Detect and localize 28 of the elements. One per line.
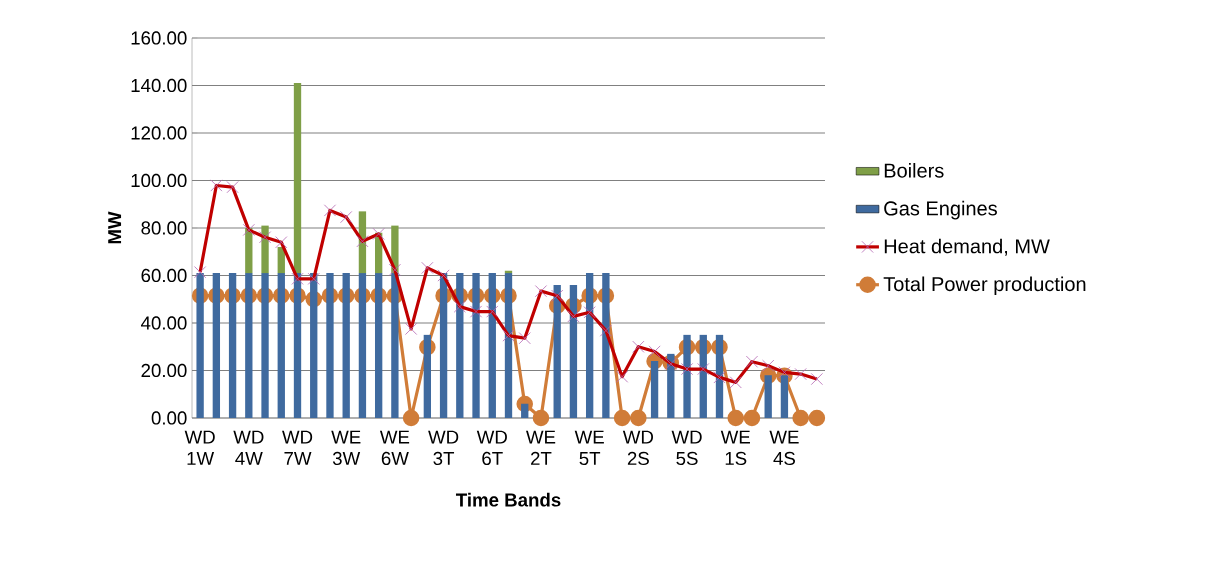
y-tick-label: 120.00 <box>131 126 187 140</box>
x-tick-label: WE 3W <box>331 430 361 466</box>
x-tick-label: WD 7W <box>282 430 313 465</box>
x-tick-label: WE 1S <box>720 430 750 466</box>
y-tick-label: 100.00 <box>131 173 187 188</box>
legend-label: Total Power production <box>883 276 1086 296</box>
x-axis-title: Time Bands <box>455 492 561 507</box>
y-tick-label: 140.00 <box>131 78 187 93</box>
y-tick-label: 160.00 <box>131 31 187 45</box>
y-axis-title: MW <box>108 211 122 244</box>
y-tick-label: 80.00 <box>141 221 187 235</box>
x-tick-label: WE 4S <box>769 430 799 466</box>
x-tick-label: WD 1W <box>184 430 215 465</box>
x-tick-label: WD 5S <box>671 430 702 466</box>
x-tick-label: WD 2S <box>622 430 654 466</box>
x-tick-label: WE 5T <box>574 430 604 466</box>
legend-label: Heat demand, MW <box>884 238 1050 256</box>
y-tick-label: 0.00 <box>151 411 187 425</box>
legend-label: Gas Engines <box>884 200 997 220</box>
x-tick-label: WE 2T <box>526 430 556 465</box>
x-tick-label: WD 6T <box>476 430 507 466</box>
y-tick-label: 20.00 <box>141 363 187 378</box>
y-tick-label: 40.00 <box>141 316 187 330</box>
x-tick-label: WD 3T <box>428 430 459 466</box>
y-tick-label: 60.00 <box>141 268 187 283</box>
x-tick-label: WD 4W <box>233 430 264 465</box>
x-tick-label: WE 6W <box>379 430 410 466</box>
legend-label: Boilers <box>884 163 944 178</box>
